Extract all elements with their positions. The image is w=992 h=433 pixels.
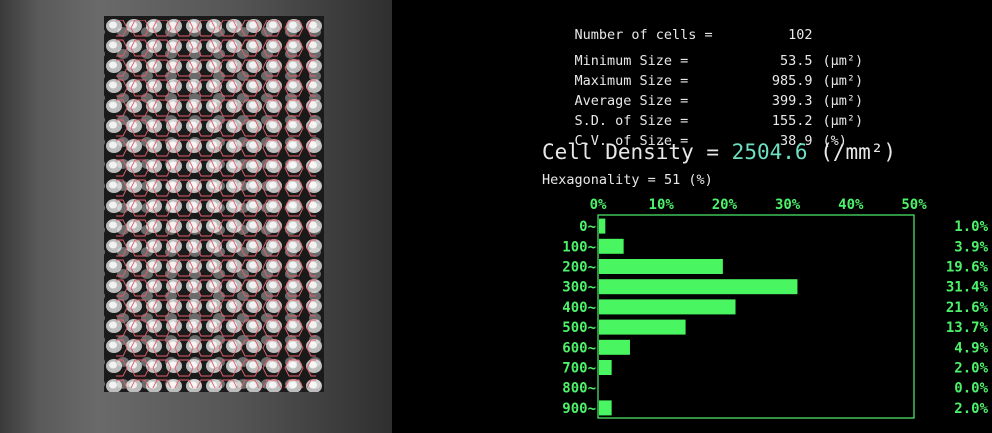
image-panel (0, 0, 392, 433)
bar-value-label: 2.0% (954, 361, 988, 377)
stat-value: 102 (788, 27, 813, 43)
x-tick-label: 30% (775, 197, 801, 213)
histogram-bar (599, 400, 612, 416)
stat-label: Minimum Size = (574, 53, 689, 69)
size-histogram: 0% 10% 20% 30% 40% 50% 0~ 1.0% 100~ 3.9% 200~ 19.6… (562, 197, 989, 419)
stat-value: 985.9 (771, 73, 813, 89)
stat-label: Maximum Size = (574, 73, 689, 89)
stat-min-size: Minimum Size = 53.5 (μm²) (542, 37, 864, 85)
stat-value: 38.9 (780, 133, 813, 149)
bar-value-label: 13.7% (946, 320, 989, 336)
histogram-bar (599, 218, 606, 234)
category-label: 0~ (579, 219, 596, 235)
stat-cell-count: Number of cells = 102 (542, 11, 823, 59)
bar-value-label: 0.0% (954, 381, 988, 397)
bar-value-label: 1.0% (954, 219, 988, 235)
bar-value-label: 3.9% (954, 239, 988, 255)
category-label: 500~ (562, 320, 596, 336)
bar-value-label: 31.4% (946, 280, 989, 296)
category-label: 300~ (562, 280, 596, 296)
x-tick-label: 40% (838, 197, 864, 213)
stat-value: 53.5 (780, 53, 813, 69)
specular-cell-image (104, 16, 324, 392)
bar-value-label: 2.0% (954, 401, 988, 417)
histogram-bar (599, 259, 723, 274)
histogram-bar (599, 339, 630, 355)
histogram-bar (599, 319, 686, 335)
histogram-bar (599, 360, 612, 375)
cell-density-row: Cell Density = 2504.6 (/mm²) (542, 140, 896, 164)
hexagonality-row: Hexagonality = 51 (%) (542, 172, 713, 188)
hexagonality-unit: (%) (688, 172, 713, 188)
stat-avg-size: Average Size = 399.3 (μm²) (542, 77, 864, 125)
x-tick-label: 10% (649, 197, 675, 213)
hexagonality-label: Hexagonality = (542, 172, 656, 188)
x-tick-label: 50% (901, 197, 927, 213)
stats-panel: Number of cells = 102 Minimum Size = 53.5 (… (392, 0, 992, 433)
stat-max-size: Maximum Size = 985.9 (μm²) (542, 57, 864, 105)
stat-cv-size: C.V. of Size = 38.9 (%) (542, 117, 847, 165)
cell-density-value: 2504.6 (731, 140, 808, 164)
category-label: 100~ (562, 239, 596, 255)
x-tick-label: 20% (712, 197, 738, 213)
stat-unit: (%) (822, 133, 847, 149)
cell-density-label: Cell Density = (542, 140, 720, 164)
category-label: 700~ (562, 361, 596, 377)
stat-sd-size: S.D. of Size = 155.2 (μm²) (542, 97, 864, 145)
stat-label: Average Size = (574, 93, 689, 109)
stat-unit: (μm²) (822, 113, 864, 129)
stat-label: S.D. of Size = (574, 113, 689, 129)
stat-unit: (μm²) (822, 73, 864, 89)
stat-value: 399.3 (771, 93, 813, 109)
category-label: 800~ (562, 381, 596, 397)
bar-value-label: 4.9% (954, 340, 988, 356)
histogram-frame (597, 214, 915, 419)
histogram-bar (599, 299, 736, 315)
stat-value: 155.2 (771, 113, 813, 129)
category-label: 200~ (562, 260, 596, 276)
category-label: 600~ (562, 340, 596, 356)
stat-unit: (μm²) (822, 93, 864, 109)
bar-value-label: 21.6% (946, 300, 989, 316)
stat-label: C.V. of Size = (574, 133, 689, 149)
histogram-bar (599, 238, 624, 254)
cell-density-unit: (/mm²) (820, 140, 897, 164)
hexagonality-value: 51 (663, 172, 681, 188)
category-label: 400~ (562, 300, 596, 316)
histogram-bar (599, 279, 798, 295)
category-label: 900~ (562, 401, 596, 417)
stat-label: Number of cells = (574, 27, 713, 43)
stat-unit: (μm²) (822, 53, 864, 69)
bar-value-label: 19.6% (946, 260, 989, 276)
x-tick-label: 0% (590, 197, 607, 213)
